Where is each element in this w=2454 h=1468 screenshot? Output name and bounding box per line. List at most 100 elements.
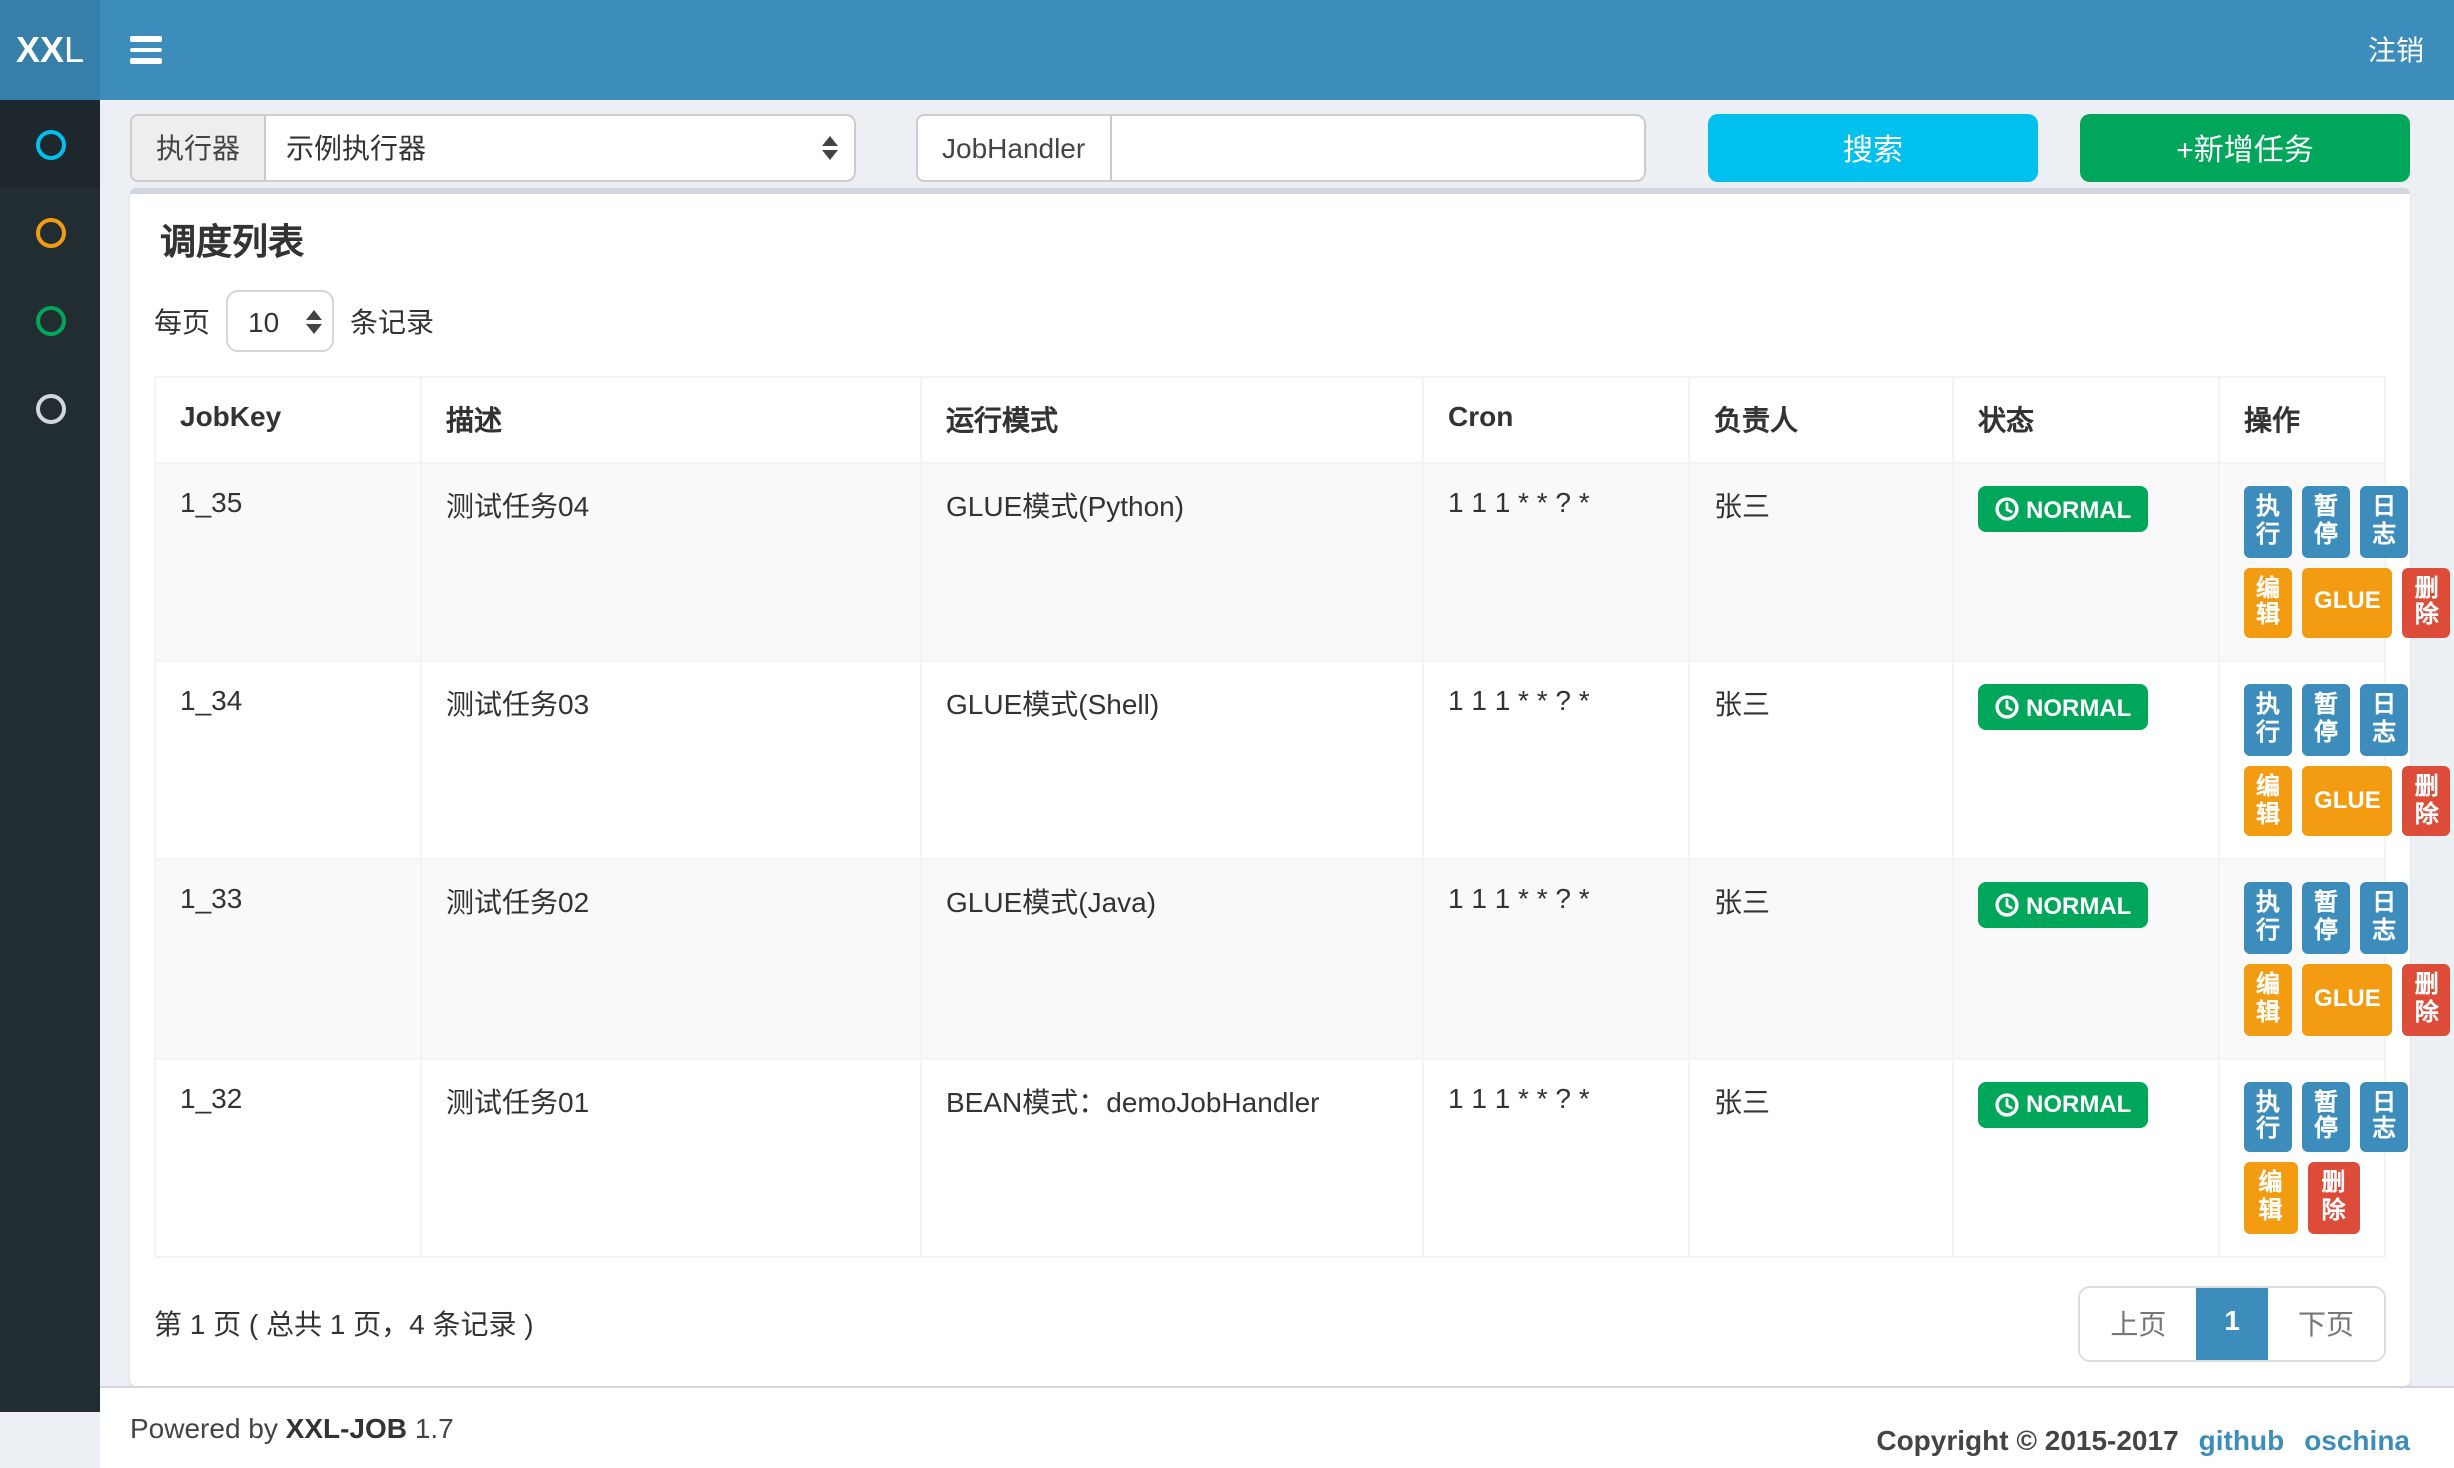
logo-bold-text: XX <box>15 29 64 69</box>
search-button[interactable]: 搜索 <box>1708 114 2038 182</box>
edit-button[interactable]: 编辑 <box>2244 567 2293 639</box>
cell-status: NORMAL <box>1952 858 2220 1060</box>
action-line: 编辑 GLUE 删除 <box>2244 963 2451 1036</box>
glue-button[interactable]: GLUE <box>2302 567 2393 639</box>
table-row: 1_32 测试任务01 BEAN模式：demoJobHandler 1 1 1 * *… <box>154 1057 2409 1258</box>
column-header: JobKey <box>154 376 422 464</box>
jobhandler-filter-group: JobHandler <box>916 114 1646 182</box>
cell-actions: 执行 暂停 日志 编辑 删除 <box>2218 1057 2409 1258</box>
page-size-prefix: 每页 <box>154 305 210 337</box>
cell-actions: 执行 暂停 日志 编辑 GLUE 删除 <box>2218 461 2451 663</box>
pagination-prev[interactable]: 上页 <box>2080 1287 2197 1360</box>
table-row: 1_34 测试任务03 GLUE模式(Shell) 1 1 1 * * ? * 张三 NO… <box>154 660 2451 861</box>
action-line: 编辑 GLUE 删除 <box>2244 765 2451 837</box>
cell-status: NORMAL <box>1952 461 2220 663</box>
delete-button[interactable]: 删除 <box>2307 1162 2360 1234</box>
jobhandler-input[interactable] <box>1109 114 1646 182</box>
circle-o-icon <box>35 305 65 335</box>
product-version: 1.7 <box>414 1411 454 1444</box>
pause-button[interactable]: 暂停 <box>2302 684 2351 756</box>
pagination: 上页 1 下页 <box>2078 1285 2386 1362</box>
trigger-button[interactable]: 执行 <box>2244 882 2293 954</box>
status-badge: NORMAL <box>1978 486 2148 532</box>
cell-owner: 张三 <box>1688 858 1954 1060</box>
footer-right: Copyright © 2015-2017 github oschina <box>1876 1412 2410 1468</box>
logout-link[interactable]: 注销 <box>2368 34 2424 66</box>
log-button[interactable]: 日志 <box>2360 882 2409 954</box>
clock-icon <box>1995 695 2019 719</box>
content-area: 任务管理任务调度中心 执行器 示例执行器 JobHandler 搜索 +新增任务… <box>100 0 2454 1386</box>
edit-button[interactable]: 编辑 <box>2244 1162 2297 1234</box>
app-root: XXL 注销 任务管理任务调度中心 执行器 示例执行器 <box>0 0 2454 1412</box>
status-badge: NORMAL <box>1978 684 2148 731</box>
column-header: Cron <box>1422 376 1690 464</box>
cell-cron: 1 1 1 * * ? * <box>1422 660 1690 861</box>
pause-button[interactable]: 暂停 <box>2302 486 2351 558</box>
status-text: NORMAL <box>2026 891 2132 920</box>
add-job-button[interactable]: +新增任务 <box>2080 114 2410 182</box>
column-header: 负责人 <box>1688 376 1954 464</box>
trigger-button[interactable]: 执行 <box>2244 486 2293 558</box>
sidebar-item-registry[interactable] <box>0 276 100 364</box>
filter-toolbar: 执行器 示例执行器 JobHandler 搜索 +新增任务 <box>130 114 2410 182</box>
log-button[interactable]: 日志 <box>2360 1081 2409 1153</box>
sidebar-item-job-log[interactable] <box>0 188 100 276</box>
edit-button[interactable]: 编辑 <box>2244 765 2293 837</box>
cell-desc: 测试任务03 <box>420 660 922 861</box>
trigger-button[interactable]: 执行 <box>2244 1081 2293 1153</box>
cell-jobkey: 1_32 <box>154 1057 422 1258</box>
copyright-text: Copyright © 2015-2017 <box>1876 1423 2179 1456</box>
column-header: 操作 <box>2218 376 2386 464</box>
cell-cron: 1 1 1 * * ? * <box>1422 461 1690 663</box>
cell-cron: 1 1 1 * * ? * <box>1422 858 1690 1060</box>
table-header-row: JobKey 描述 运行模式 Cron 负责人 状态 操作 <box>154 376 2386 464</box>
cell-mode: GLUE模式(Shell) <box>920 660 1424 861</box>
column-header: 描述 <box>420 376 922 464</box>
logo-light-text: L <box>64 29 85 69</box>
cell-mode: GLUE模式(Python) <box>920 461 1424 663</box>
cell-desc: 测试任务02 <box>420 858 922 1060</box>
hamburger-icon <box>129 36 161 64</box>
edit-button[interactable]: 编辑 <box>2244 963 2293 1036</box>
navbar-body: 注销 <box>100 0 2454 100</box>
pause-button[interactable]: 暂停 <box>2302 1081 2351 1153</box>
executor-filter-group: 执行器 示例执行器 <box>130 114 856 182</box>
schedule-list-panel: 调度列表 每页 10 条记录 JobKey 描述 运行模式 Cron 负责人 状态 操作 1… <box>130 188 2451 1386</box>
github-link[interactable]: github <box>2198 1423 2285 1456</box>
glue-button[interactable]: GLUE <box>2302 765 2393 837</box>
clock-icon <box>1995 1092 2019 1116</box>
delete-button[interactable]: 删除 <box>2402 765 2451 837</box>
product-name: XXL-JOB <box>285 1411 408 1444</box>
main-footer: Powered by XXL-JOB 1.7 Copyright © 2015-… <box>100 1385 2454 1468</box>
executor-label: 执行器 <box>130 114 264 182</box>
top-navbar: XX L 注销 <box>0 0 2454 100</box>
circle-o-icon <box>35 393 65 423</box>
sidebar-toggle-button[interactable] <box>100 0 190 100</box>
pause-button[interactable]: 暂停 <box>2302 882 2351 954</box>
pagination-next[interactable]: 下页 <box>2268 1287 2384 1360</box>
app-logo[interactable]: XX L <box>0 0 100 100</box>
sidebar-item-help[interactable] <box>0 364 100 452</box>
pagination-info: 第 1 页 ( 总共 1 页，4 条记录 ) <box>154 1307 534 1340</box>
column-header: 运行模式 <box>920 376 1424 464</box>
cell-status: NORMAL <box>1952 1057 2220 1258</box>
action-line: 执行 暂停 日志 <box>2244 684 2409 756</box>
status-text: NORMAL <box>2026 1090 2132 1119</box>
panel-title: 调度列表 <box>160 222 304 262</box>
sidebar-item-job-management[interactable] <box>0 100 100 188</box>
page-size-select[interactable]: 10 <box>226 290 334 352</box>
action-line: 执行 暂停 日志 <box>2244 486 2409 558</box>
delete-button[interactable]: 删除 <box>2402 567 2451 639</box>
paging-row: 第 1 页 ( 总共 1 页，4 条记录 ) 上页 1 下页 <box>154 1285 2386 1362</box>
pagination-current-page[interactable]: 1 <box>2196 1287 2268 1360</box>
executor-select[interactable]: 示例执行器 <box>264 114 856 182</box>
log-button[interactable]: 日志 <box>2360 486 2409 558</box>
delete-button[interactable]: 删除 <box>2402 963 2451 1036</box>
glue-button[interactable]: GLUE <box>2302 963 2393 1036</box>
cell-cron: 1 1 1 * * ? * <box>1422 1057 1690 1258</box>
oschina-link[interactable]: oschina <box>2304 1423 2410 1456</box>
cell-jobkey: 1_34 <box>154 660 422 861</box>
trigger-button[interactable]: 执行 <box>2244 684 2293 756</box>
log-button[interactable]: 日志 <box>2360 684 2409 756</box>
table-row: 1_35 测试任务04 GLUE模式(Python) 1 1 1 * * ? * 张三 N… <box>154 461 2451 663</box>
